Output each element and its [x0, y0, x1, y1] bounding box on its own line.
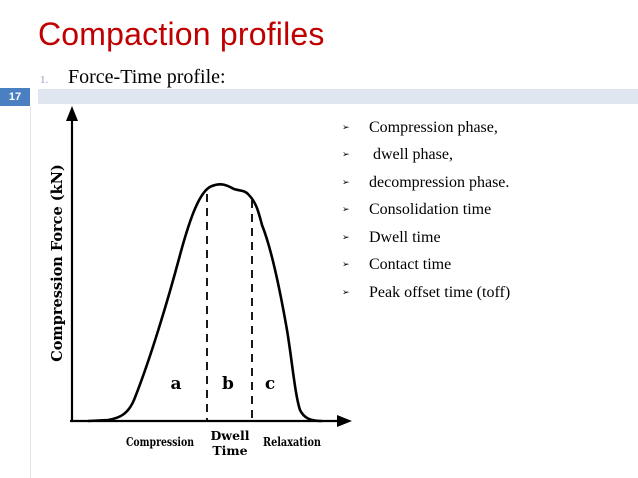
phase-label-relaxation: Relaxation: [263, 434, 321, 449]
phase-label-time: Time: [212, 443, 247, 458]
numbered-item: 1. Force-Time profile:: [40, 66, 226, 89]
region-label-a: a: [170, 374, 181, 394]
slide-title: Compaction profiles: [38, 16, 325, 52]
list-item: ➢ Peak offset time (toff): [342, 283, 511, 301]
list-item: ➢ Compression phase,: [342, 118, 498, 136]
arrow-bullet-icon: ➢: [342, 150, 350, 161]
x-axis-arrow-icon: [337, 415, 352, 427]
region-label-c: c: [265, 374, 275, 394]
bullet-list: ➢ Compression phase, ➢ dwell phase, ➢ deco…: [340, 114, 510, 307]
list-item: ➢ decompression phase.: [342, 173, 510, 191]
item-number: 1.: [40, 74, 49, 86]
list-item: ➢ dwell phase,: [342, 146, 453, 164]
arrow-bullet-icon: ➢: [342, 232, 350, 243]
phase-label-dwell: Dwell: [210, 428, 249, 443]
region-label-b: b: [222, 374, 234, 394]
y-axis-label: Compression Force (kN): [49, 164, 66, 362]
arrow-bullet-icon: ➢: [342, 177, 350, 188]
force-curve: [87, 183, 323, 423]
item-text: Force-Time profile:: [68, 66, 226, 88]
arrow-bullet-icon: ➢: [342, 287, 350, 298]
y-axis-arrow-icon: [66, 106, 78, 121]
list-item: ➢ Consolidation time: [342, 201, 492, 219]
arrow-bullet-icon: ➢: [342, 205, 350, 216]
left-divider: [30, 106, 31, 478]
header-band: [38, 89, 638, 104]
arrow-bullet-icon: ➢: [342, 122, 350, 133]
list-item: ➢ Dwell time: [342, 228, 441, 246]
slide-number-badge: 17: [0, 88, 30, 106]
arrow-bullet-icon: ➢: [342, 260, 350, 271]
phase-label-compression: Compression: [126, 434, 194, 449]
list-item: ➢ Contact time: [342, 256, 452, 274]
